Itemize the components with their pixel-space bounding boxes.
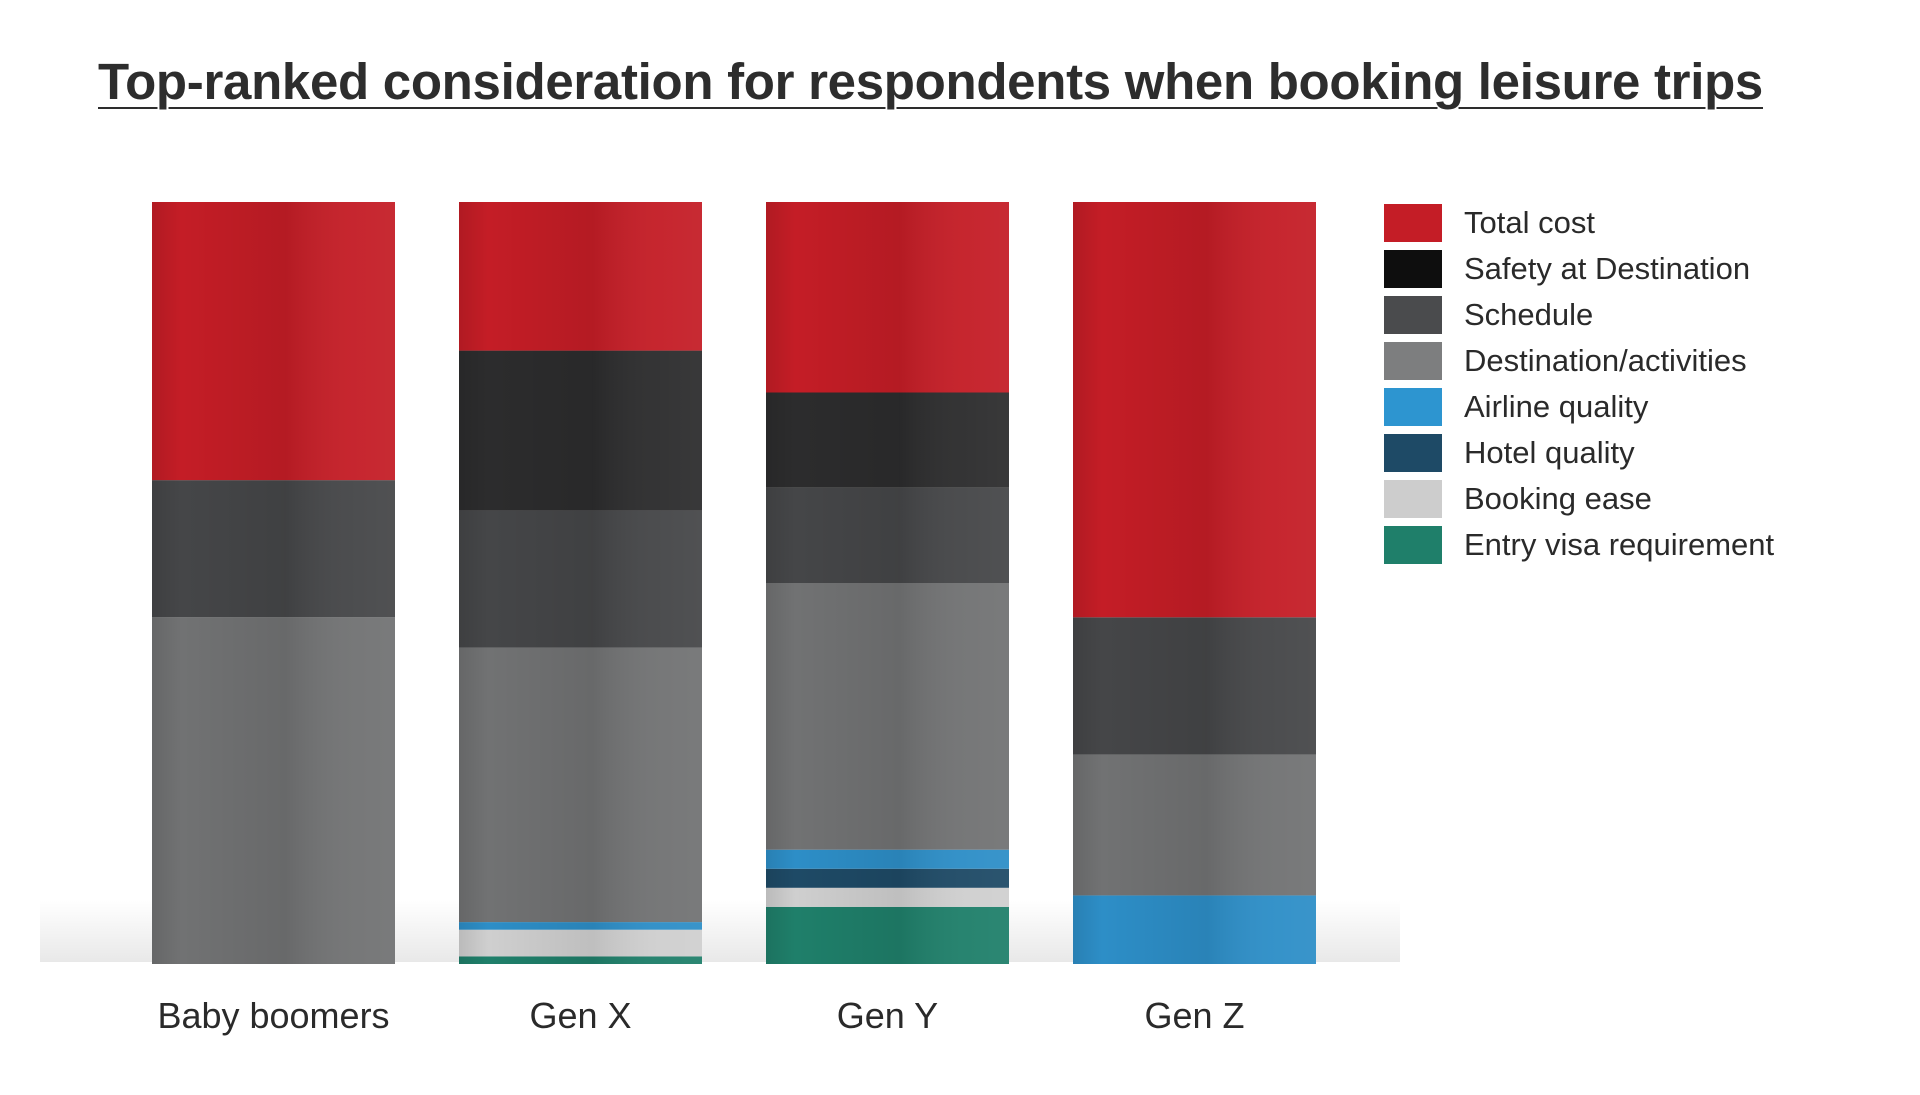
legend-swatch [1384, 296, 1442, 334]
x-tick-label-gen-y: Gen Y [837, 995, 938, 1036]
legend-item-destination-activities: Destination/activities [1384, 338, 1774, 384]
bar-shading-gen-z [1073, 202, 1316, 964]
legend-item-airline-quality: Airline quality [1384, 384, 1774, 430]
legend-label: Total cost [1464, 205, 1595, 240]
legend-swatch [1384, 204, 1442, 242]
legend-label: Airline quality [1464, 389, 1649, 424]
x-axis-labels: Baby boomers Gen X Gen Y Gen Z [157, 995, 1244, 1036]
legend-label: Hotel quality [1464, 435, 1635, 470]
legend-label: Safety at Destination [1464, 251, 1751, 286]
x-tick-label-gen-z: Gen Z [1144, 995, 1244, 1036]
legend-label: Destination/activities [1464, 343, 1747, 378]
legend-item-safety-at-destination: Safety at Destination [1384, 246, 1774, 292]
bar-shading-baby-boomers [152, 202, 395, 964]
legend-item-booking-ease: Booking ease [1384, 476, 1774, 522]
chart-title: Top-ranked consideration for respondents… [98, 53, 1763, 110]
legend-swatch [1384, 342, 1442, 380]
legend-item-hotel-quality: Hotel quality [1384, 430, 1774, 476]
legend: Total cost Safety at Destination Schedule D… [1384, 200, 1774, 568]
legend-swatch [1384, 480, 1442, 518]
x-tick-label-gen-x: Gen X [529, 995, 631, 1036]
legend-item-entry-visa-requirement: Entry visa requirement [1384, 522, 1774, 568]
x-tick-label-baby-boomers: Baby boomers [157, 995, 389, 1036]
bar-shading-gen-x [459, 202, 702, 964]
legend-item-schedule: Schedule [1384, 292, 1774, 338]
legend-item-total-cost: Total cost [1384, 200, 1774, 246]
legend-swatch [1384, 250, 1442, 288]
bar-group [152, 202, 1316, 964]
legend-swatch [1384, 434, 1442, 472]
legend-swatch [1384, 388, 1442, 426]
legend-swatch [1384, 526, 1442, 564]
legend-label: Schedule [1464, 297, 1594, 332]
bar-shading-gen-y [766, 202, 1009, 964]
legend-label: Booking ease [1464, 481, 1652, 516]
legend-label: Entry visa requirement [1464, 527, 1775, 562]
